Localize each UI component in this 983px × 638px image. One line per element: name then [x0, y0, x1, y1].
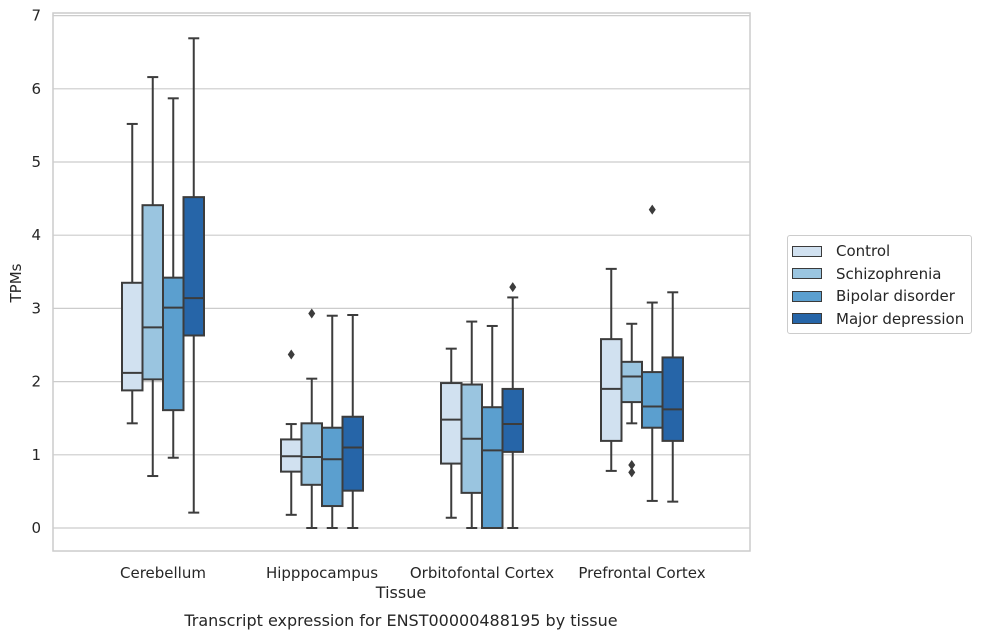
legend-label: Major depression — [836, 309, 965, 328]
box-iqr — [300, 422, 323, 486]
box-schizophrenia — [460, 320, 483, 529]
legend-label: Control — [836, 242, 891, 261]
outlier-point — [308, 308, 316, 319]
outlier-point — [287, 349, 295, 360]
y-tick-label: 6 — [31, 80, 41, 98]
box-iqr — [481, 406, 504, 529]
boxes — [121, 37, 684, 529]
legend-item: Control — [788, 240, 971, 263]
box-control — [440, 347, 463, 519]
box-major-depression — [182, 37, 205, 514]
box-iqr — [501, 387, 524, 453]
x-tick-label: Orbitofontal Cortex — [410, 564, 554, 582]
box-major-depression — [341, 313, 364, 529]
y-tick-label: 0 — [31, 519, 41, 537]
box-iqr — [141, 204, 164, 381]
y-tick-label: 7 — [31, 7, 41, 25]
legend-swatch — [792, 290, 822, 302]
y-tick-label: 5 — [31, 153, 41, 171]
box-control — [121, 122, 144, 425]
box-major-depression — [661, 291, 684, 503]
box-iqr — [440, 382, 463, 465]
legend-item: Schizophrenia — [788, 263, 971, 286]
legend-item: Bipolar disorder — [788, 285, 971, 308]
legend: Control Schizophrenia Bipolar disorder Majo… — [787, 235, 972, 334]
legend-item: Major depression — [788, 308, 971, 331]
x-tick-label: Prefrontal Cortex — [578, 564, 705, 582]
outlier-point — [509, 282, 517, 293]
box-iqr — [321, 426, 344, 508]
box-major-depression — [501, 282, 524, 529]
plot-frame — [52, 12, 751, 552]
chart-caption: Transcript expression for ENST0000048819… — [183, 611, 617, 630]
legend-swatch — [792, 245, 822, 257]
x-axis-label: Tissue — [375, 583, 426, 602]
box-bipolar-disorder — [481, 324, 504, 529]
y-tick-label: 2 — [31, 373, 41, 391]
legend-swatch — [792, 313, 822, 325]
legend-swatch — [792, 268, 822, 280]
outlier-point — [648, 204, 656, 215]
box-bipolar-disorder — [321, 314, 344, 529]
box-iqr — [182, 196, 205, 337]
box-control — [280, 349, 303, 516]
box-bipolar-disorder — [162, 97, 185, 459]
x-tick-label: Hipppocampus — [266, 564, 378, 582]
y-tick-label: 4 — [31, 226, 41, 244]
y-tick-labels: 0 1 2 3 4 5 6 7 — [31, 7, 41, 537]
x-tick-label: Cerebellum — [120, 564, 206, 582]
box-iqr — [661, 356, 684, 442]
box-iqr — [121, 281, 144, 392]
box-schizophrenia — [141, 76, 164, 478]
y-axis-label: TPMs — [7, 263, 25, 303]
legend-label: Schizophrenia — [836, 264, 942, 283]
box-schizophrenia — [300, 308, 323, 529]
outlier-point — [628, 467, 636, 478]
box-iqr — [641, 371, 664, 429]
legend-label: Bipolar disorder — [836, 287, 955, 306]
box-iqr — [162, 276, 185, 412]
box-bipolar-disorder — [641, 204, 664, 502]
box-iqr — [600, 338, 623, 442]
y-tick-label: 1 — [31, 446, 41, 464]
box-iqr — [620, 360, 643, 404]
y-tick-label: 3 — [31, 299, 41, 317]
box-iqr — [341, 415, 364, 492]
outlier-point — [628, 460, 636, 471]
box-control — [600, 267, 623, 472]
x-tick-labels: Cerebellum Hipppocampus Orbitofontal Corte… — [120, 564, 706, 582]
